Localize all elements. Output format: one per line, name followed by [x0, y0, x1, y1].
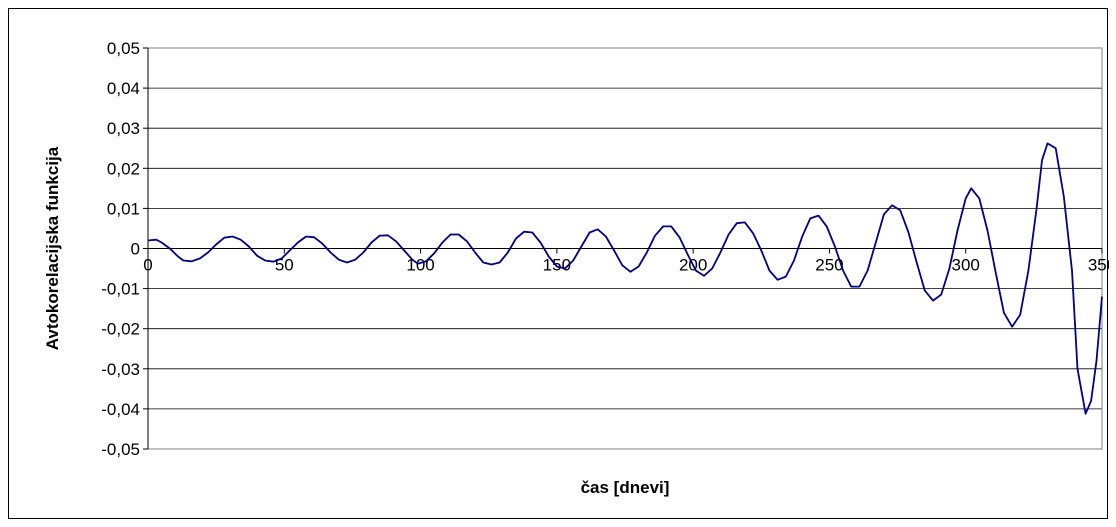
y-tick-label: -0,03	[101, 360, 140, 379]
x-tick-label: 250	[815, 256, 843, 275]
y-axis-title: Avtokorelacijska funkcija	[43, 146, 62, 350]
y-tick-label: 0	[131, 240, 140, 259]
x-tick-label: 350	[1088, 256, 1109, 275]
y-tick-label: -0,05	[101, 440, 140, 459]
y-tick-label: -0,02	[101, 320, 140, 339]
series-line-acf	[147, 142, 1103, 415]
y-tick-label: 0,05	[107, 39, 140, 58]
x-tick-label: 300	[952, 256, 980, 275]
y-tick-label: 0,01	[107, 199, 140, 218]
y-tick-label: -0,04	[101, 400, 140, 419]
x-tick-label: 0	[143, 256, 152, 275]
x-tick-labels: 050100150200250300350	[143, 256, 1109, 275]
chart-svg: 0,050,040,030,020,010-0,01-0,02-0,03-0,0…	[43, 39, 1109, 497]
chart-frame: 0,05 0,04 0,03 0,02 0,01 0 -0,01 -0,02 -0,03 -0,0…	[8, 8, 1109, 519]
y-tick-label: 0,02	[107, 159, 140, 178]
x-axis-title: čas [dnevi]	[581, 478, 670, 497]
y-tick-label: 0,03	[107, 119, 140, 138]
y-tick-label: 0,04	[107, 79, 140, 98]
tick-marks	[143, 47, 1103, 450]
y-tick-label: -0,01	[101, 280, 140, 299]
y-tick-labels: 0,05 0,04 0,03 0,02 0,01 0 -0,01 -0,02 -0,03 -0,0…	[101, 39, 140, 459]
x-tick-label: 150	[543, 256, 571, 275]
x-tick-label: 50	[275, 256, 294, 275]
